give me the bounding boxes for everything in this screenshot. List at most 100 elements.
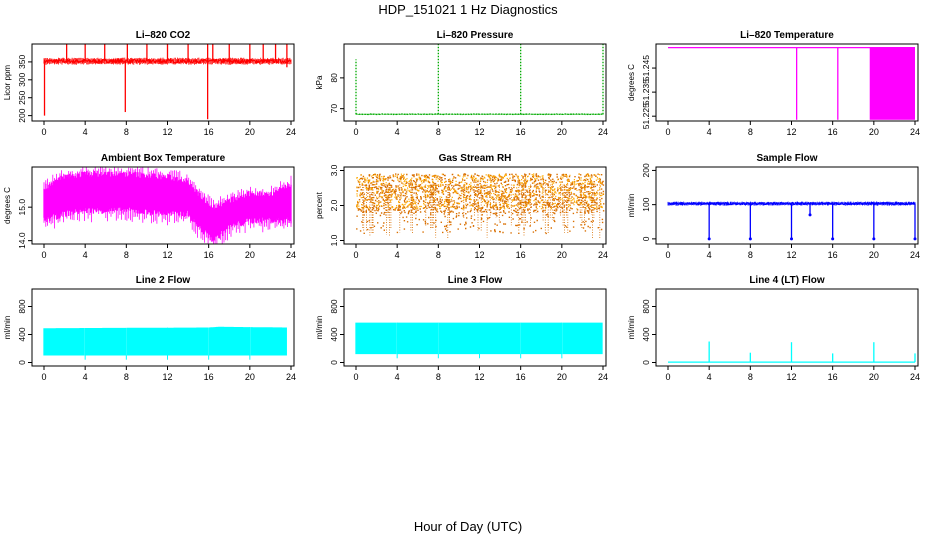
panel-data: [668, 47, 915, 120]
panel-title: Gas Stream RH: [439, 153, 512, 164]
x-tick-label: 4: [707, 127, 712, 137]
panel-ylabel: ml/min: [315, 316, 324, 340]
y-tick-label: 400: [329, 327, 339, 341]
panel-frame: [31, 166, 295, 245]
y-tick-label: 2.0: [329, 199, 339, 211]
panel-title: Line 3 Flow: [448, 275, 503, 286]
panel-9: Line 4 (LT) Flow ml/min 0 4 8 12 16 20 24 0 400 800: [627, 275, 920, 382]
panel-data: [43, 326, 287, 360]
panel-title: Line 4 (LT) Flow: [749, 275, 825, 286]
y-tick-label: 3.0: [329, 164, 339, 176]
x-tick-label: 24: [910, 127, 920, 137]
y-tick-label: 0: [329, 360, 339, 365]
x-tick-label: 8: [748, 250, 753, 260]
panel-ylabel: ml/min: [627, 316, 636, 340]
y-tick-label: 51.245: [641, 55, 651, 81]
panel-data: [667, 200, 917, 241]
x-tick-label: 16: [516, 250, 526, 260]
x-tick-label: 24: [910, 372, 920, 382]
x-tick-label: 12: [786, 372, 796, 382]
panel-frame: [343, 166, 607, 245]
panel-frame: [343, 288, 607, 367]
y-tick-label: 0: [17, 360, 27, 365]
panel-ylabel: ml/min: [627, 194, 636, 218]
y-tick-label: 350: [17, 55, 27, 69]
x-tick-label: 0: [41, 127, 46, 137]
x-tick-label: 24: [598, 127, 608, 137]
x-tick-label: 16: [204, 127, 214, 137]
x-tick-label: 24: [598, 372, 608, 382]
x-tick-label: 12: [162, 250, 172, 260]
series-points-light: [356, 173, 604, 210]
panel-title: Ambient Box Temperature: [101, 153, 226, 164]
panel-data: [355, 322, 603, 359]
x-tick-label: 16: [516, 372, 526, 382]
panel-ylabel: kPa: [315, 75, 324, 89]
y-tick-label: 800: [641, 299, 651, 313]
x-tick-label: 20: [557, 127, 567, 137]
x-tick-label: 4: [395, 372, 400, 382]
x-tick-label: 16: [204, 372, 214, 382]
x-tick-label: 12: [162, 372, 172, 382]
panel-ylabel: degrees C: [3, 187, 12, 224]
panel-frame: [31, 288, 295, 367]
y-tick-label: 800: [329, 299, 339, 313]
series-spike-point: [808, 213, 812, 217]
y-tick-label: 15.0: [17, 199, 27, 216]
y-tick-label: 800: [17, 299, 27, 313]
x-tick-label: 0: [665, 127, 670, 137]
series-band: [869, 47, 915, 120]
series-noise: [43, 57, 292, 65]
panel-frame: [655, 43, 919, 122]
panel-8: Line 3 Flow ml/min 0 4 8 12 16 20 24 0 400 800: [315, 275, 608, 382]
y-tick-label: 0: [641, 236, 651, 241]
x-tick-label: 20: [245, 250, 255, 260]
y-tick-label: 51.225: [641, 103, 651, 129]
x-tick-label: 8: [748, 127, 753, 137]
y-tick-label: 70: [329, 104, 339, 114]
x-tick-label: 12: [474, 250, 484, 260]
series-dips: [362, 184, 601, 240]
panel-frame: [655, 288, 919, 367]
panel-frame: [655, 166, 919, 245]
panel-ylabel: ml/min: [3, 316, 12, 340]
x-tick-label: 4: [83, 127, 88, 137]
x-tick-label: 20: [557, 372, 567, 382]
x-tick-label: 0: [665, 250, 670, 260]
x-tick-label: 20: [557, 250, 567, 260]
panel-data: [43, 44, 292, 120]
panel-3: Li–820 Temperature degrees C 0 4 8 12 16 20 24 51…: [627, 30, 920, 137]
x-tick-label: 0: [41, 250, 46, 260]
series-spike-point: [872, 237, 876, 241]
series-spike-point: [790, 237, 793, 241]
panel-title: Line 2 Flow: [136, 275, 191, 286]
y-tick-label: 51.235: [641, 79, 651, 105]
series-spike-point: [913, 237, 917, 241]
x-tick-label: 24: [286, 127, 296, 137]
x-tick-label: 20: [869, 127, 879, 137]
panel-title: Li–820 Temperature: [740, 30, 834, 41]
panel-5: Gas Stream RH percent 0 4 8 12 16 20 24 1.0 2.0 3.0: [315, 153, 608, 260]
x-tick-label: 16: [828, 250, 838, 260]
x-tick-label: 20: [869, 250, 879, 260]
panel-2: Li–820 Pressure kPa 0 4 8 12 16 20 24 70 80: [315, 30, 608, 137]
x-tick-label: 8: [124, 250, 129, 260]
panel-ylabel: degrees C: [627, 64, 636, 101]
x-tick-label: 8: [124, 372, 129, 382]
panel-frame: [31, 43, 295, 122]
x-tick-label: 12: [786, 127, 796, 137]
x-tick-label: 4: [83, 250, 88, 260]
series-spike-point: [831, 237, 835, 241]
panel-frame: [343, 43, 607, 122]
x-tick-label: 20: [245, 372, 255, 382]
series-spike-point: [748, 237, 752, 241]
panel-title: Li–820 CO2: [136, 30, 191, 41]
y-tick-label: 200: [641, 163, 651, 177]
x-tick-label: 8: [436, 372, 441, 382]
x-tick-label: 12: [474, 127, 484, 137]
x-tick-label: 24: [598, 250, 608, 260]
x-tick-label: 16: [828, 372, 838, 382]
x-tick-label: 20: [245, 127, 255, 137]
